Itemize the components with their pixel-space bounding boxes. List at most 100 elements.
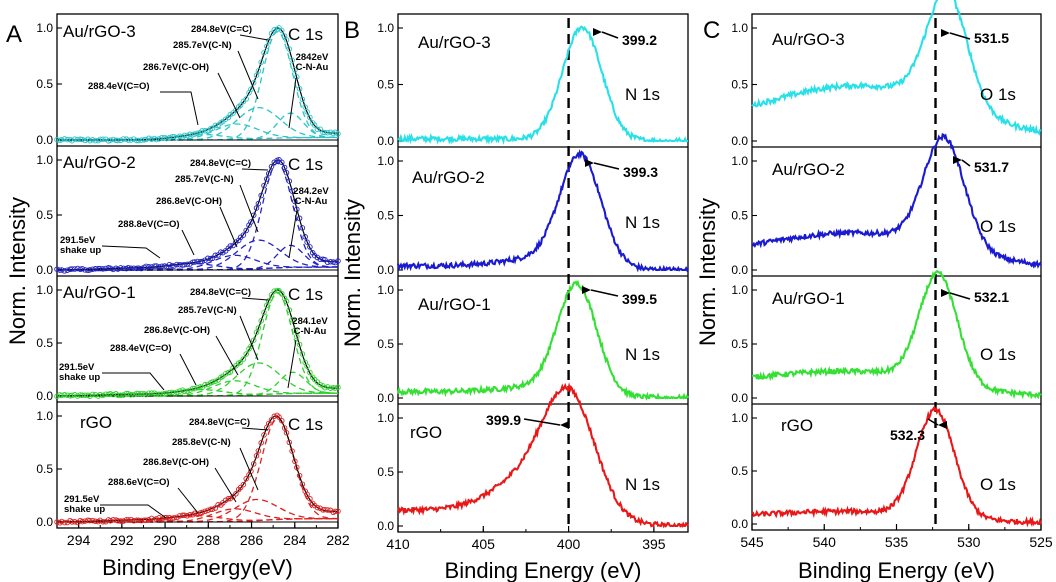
data-point (294, 464, 300, 471)
data-point (215, 502, 221, 508)
data-point (314, 254, 321, 261)
data-point (299, 481, 306, 487)
data-point (265, 37, 272, 44)
y-tick-label: 0.0 (36, 389, 53, 403)
component-annotation: shake up (64, 504, 105, 515)
data-point (143, 136, 149, 143)
data-point (79, 518, 86, 525)
data-point (265, 298, 272, 304)
core-level-label: C 1s (288, 155, 323, 174)
data-point (271, 159, 278, 165)
data-point (279, 417, 285, 424)
data-point (271, 27, 278, 33)
data-point (156, 136, 162, 142)
data-point (174, 261, 180, 268)
data-point (79, 265, 86, 272)
x-tick-label: 410 (386, 536, 410, 552)
y-tick-label: 1.0 (731, 21, 748, 35)
data-point (227, 111, 234, 118)
data-point (171, 390, 177, 396)
fit-component-curve (57, 123, 338, 141)
data-point (253, 205, 260, 211)
subpanel-au-rgo-1: 0.0 0.5 1.0 Au/rGO-1 O 1s 532.1 (731, 269, 1042, 405)
data-point (117, 265, 124, 271)
data-point (233, 491, 239, 497)
data-point (209, 125, 216, 131)
subpanel-au-rgo-3: 0.0 0.5 1.0 Au/rGO-3 O 1s 531.5 (731, 0, 1042, 148)
data-point (174, 135, 180, 141)
data-point (163, 514, 170, 521)
data-point (258, 192, 264, 199)
data-point (69, 137, 75, 144)
data-point (296, 341, 303, 348)
peak-arrow (601, 31, 619, 39)
annotation-leader-line (239, 34, 269, 41)
data-point (184, 388, 190, 394)
y-tick-label: 1.0 (731, 283, 748, 297)
data-point (209, 506, 216, 512)
data-point (128, 137, 134, 143)
data-point (307, 495, 313, 502)
data-point (258, 440, 264, 446)
data-point (276, 288, 282, 294)
data-point (209, 255, 216, 262)
data-point (248, 219, 254, 225)
data-point (115, 137, 121, 144)
annotation-leader-line (288, 209, 298, 259)
data-point (181, 132, 188, 139)
component-annotation: 288.8eV(C=O) (118, 219, 180, 230)
data-point (276, 414, 282, 420)
data-point (61, 136, 68, 142)
y-tick-label: 0.5 (377, 78, 394, 92)
data-point (174, 514, 180, 521)
y-tick-label: 1.0 (731, 411, 748, 425)
data-point (181, 512, 188, 519)
data-point (146, 264, 152, 270)
y-tick-label: 0.5 (377, 337, 394, 351)
y-tick-label: 0.0 (36, 263, 53, 277)
data-point (335, 258, 341, 264)
data-point (135, 390, 142, 397)
annotation-leader-line (239, 447, 259, 491)
x-tick-label: 288 (197, 532, 221, 548)
annotation-leader-line (219, 206, 238, 248)
data-point (87, 137, 93, 144)
sample-label: rGO (781, 416, 813, 435)
data-point (296, 472, 303, 479)
data-point (156, 391, 162, 397)
data-point (279, 159, 285, 166)
data-point (289, 316, 295, 323)
data-point (61, 392, 68, 398)
peak-position-label: 531.5 (974, 30, 1009, 46)
data-point (97, 391, 103, 398)
data-point (97, 265, 103, 272)
data-point (250, 337, 257, 343)
data-point (322, 506, 328, 513)
spectrum-curve (397, 25, 688, 146)
data-point (135, 265, 142, 271)
component-annotation: 288.4eV(C=O) (110, 343, 172, 354)
data-point (268, 292, 275, 298)
core-level-label: C 1s (288, 25, 323, 44)
peak-arrow (961, 159, 971, 167)
sample-label: Au/rGO-1 (418, 295, 491, 314)
data-point (212, 122, 219, 129)
y-tick-label: 1.0 (36, 409, 53, 423)
data-point (243, 476, 249, 482)
data-point (187, 261, 193, 267)
peak-position-label: 532.3 (890, 427, 925, 443)
component-annotation: 288.6eV(C=O) (108, 477, 170, 488)
data-point (143, 391, 149, 398)
data-point (261, 309, 267, 316)
data-point (199, 258, 205, 265)
annotation-leader-line (287, 339, 297, 389)
data-point (135, 137, 142, 144)
data-point (194, 130, 201, 137)
fit-component-curve (57, 508, 338, 523)
sample-label: Au/rGO-2 (772, 160, 845, 179)
annotation-leader-line (102, 372, 165, 391)
component-annotation: 285.7eV(C-N) (173, 40, 232, 51)
y-tick-label: 0.5 (36, 77, 53, 91)
sample-label: Au/rGO-3 (418, 33, 491, 52)
x-tick-label: 284 (283, 532, 307, 548)
